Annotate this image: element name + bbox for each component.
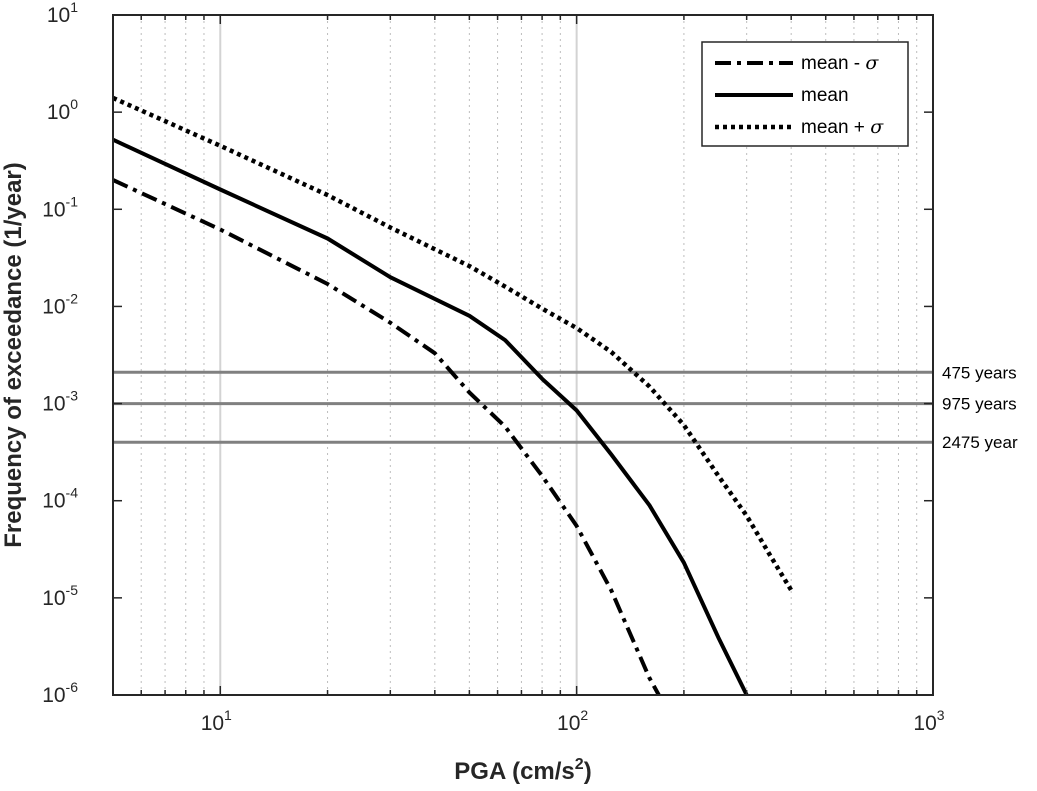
- y-tick-label: 101: [47, 0, 78, 27]
- y-tick-label: 100: [47, 96, 78, 124]
- reference-line-label: 475 years: [942, 363, 1017, 382]
- data-series: [113, 95, 794, 695]
- y-axis-label: Frequency of exceedance (1/year): [0, 162, 27, 548]
- reference-lines: [113, 370, 933, 444]
- series-line-dotted: [113, 95, 794, 592]
- series-line-solid: [113, 137, 749, 695]
- x-tick-label: 103: [913, 707, 944, 735]
- axis-ticks: 101 100 10-1 10-2 10-3 10-4 10-5 10-6 101 102 103: [42, 0, 945, 735]
- y-tick-label: 10-2: [42, 290, 78, 318]
- y-tick-label: 10-3: [42, 388, 78, 416]
- legend-label: mean: [801, 85, 849, 106]
- y-tick-label: 10-5: [42, 582, 78, 610]
- reference-line-label: 2475 year: [942, 433, 1018, 452]
- legend-label: mean - σ: [801, 52, 879, 74]
- y-tick-label: 10-6: [42, 679, 78, 707]
- y-tick-label: 10-1: [42, 193, 78, 221]
- x-tick-label: 102: [557, 707, 588, 735]
- reference-line-labels: 475 years 975 years 2475 year: [942, 363, 1018, 452]
- plot-frame: [112, 14, 934, 696]
- legend-label: mean + σ: [801, 116, 884, 138]
- legend: mean - σ mean mean + σ: [701, 41, 909, 147]
- y-tick-label: 10-4: [42, 485, 78, 513]
- grid-lines: [140, 15, 918, 695]
- x-tick-label: 101: [201, 707, 232, 735]
- series-line-dashdot: [113, 178, 661, 695]
- reference-line-label: 975 years: [942, 395, 1017, 414]
- x-axis-label: PGA (cm/s2): [454, 756, 591, 785]
